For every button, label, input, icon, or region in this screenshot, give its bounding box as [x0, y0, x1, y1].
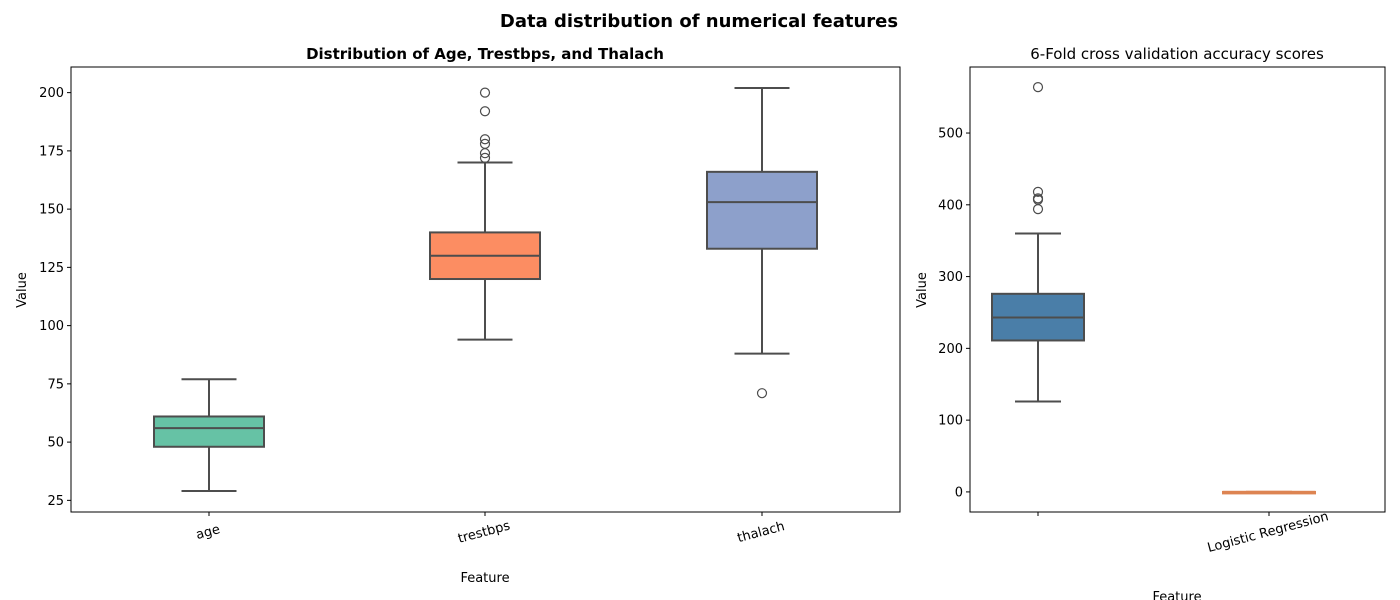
- left-ytick-label: 200: [39, 86, 64, 101]
- left-xtick-label: trestbps: [456, 518, 512, 546]
- right-box-Logistic Regression: [1222, 490, 1316, 495]
- left-ytick-label: 100: [39, 319, 64, 334]
- left-ytick-label: 175: [39, 144, 64, 159]
- outlier-point: [479, 87, 491, 98]
- right-ytick-label: 300: [938, 270, 963, 285]
- chart-right-ylabel: Value: [915, 272, 930, 308]
- left-ytick-label: 25: [47, 494, 64, 509]
- outlier-point: [1032, 81, 1044, 93]
- outlier-point: [479, 106, 491, 117]
- chart-right: 6-Fold cross validation accuracy scores …: [915, 45, 1386, 600]
- left-box-age: [153, 378, 265, 493]
- outlier-point: [479, 138, 491, 149]
- outlier-point: [1032, 204, 1044, 215]
- right-ytick-label: 100: [938, 414, 963, 429]
- left-box-trestbps: [429, 87, 541, 341]
- outlier-point: [479, 134, 491, 145]
- left-xtick-label: thalach: [736, 519, 787, 546]
- right-box-series-0: [991, 81, 1085, 403]
- outlier-point: [1032, 186, 1044, 197]
- figure-suptitle: Data distribution of numerical features: [500, 11, 898, 32]
- chart-right-xlabel: Feature: [1152, 590, 1201, 600]
- right-xtick-label: Logistic Regression: [1206, 509, 1330, 556]
- left-xtick-label: age: [194, 522, 221, 543]
- left-ytick-label: 75: [47, 377, 64, 392]
- chart-right-plot-area: [969, 66, 1386, 513]
- outlier-point: [1032, 193, 1044, 204]
- right-ytick-label: 400: [938, 198, 963, 213]
- right-ytick-label: 0: [955, 485, 963, 500]
- left-ytick-label: 150: [39, 203, 64, 218]
- outlier-point: [479, 152, 491, 163]
- chart-left-ylabel: Value: [15, 272, 30, 308]
- chart-left-title: Distribution of Age, Trestbps, and Thala…: [306, 45, 664, 63]
- left-box-thalach: [706, 86, 818, 399]
- outlier-point: [756, 388, 768, 399]
- left-ytick-label: 50: [47, 436, 64, 451]
- chart-right-title: 6-Fold cross validation accuracy scores: [1030, 45, 1324, 63]
- box-iqr: [153, 415, 265, 448]
- right-ytick-label: 200: [938, 342, 963, 357]
- left-ytick-label: 125: [39, 261, 64, 276]
- chart-left-xlabel: Feature: [460, 571, 509, 586]
- box-iqr: [706, 170, 818, 250]
- chart-left: Distribution of Age, Trestbps, and Thala…: [15, 45, 901, 586]
- right-ytick-label: 500: [938, 127, 963, 142]
